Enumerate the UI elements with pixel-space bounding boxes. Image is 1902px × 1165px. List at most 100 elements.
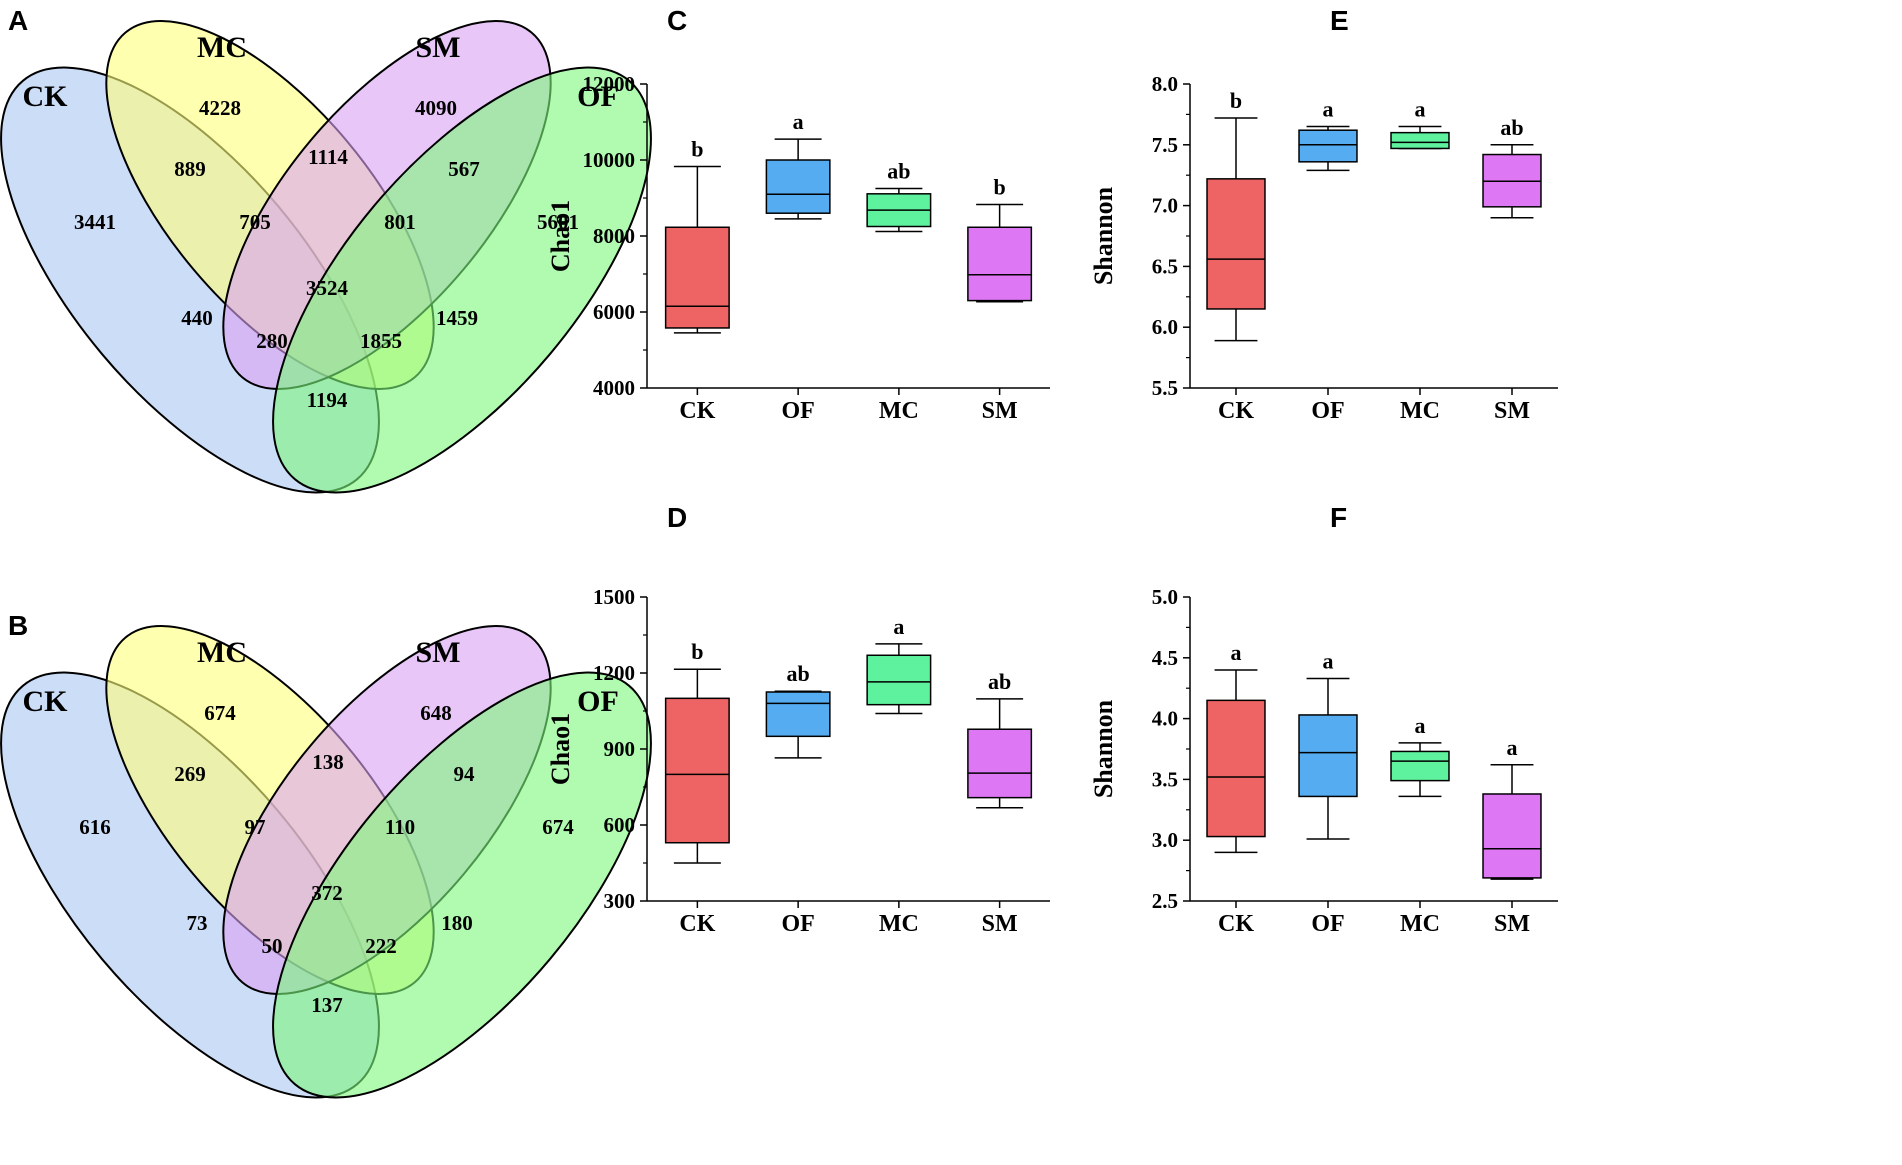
- y-axis-label: Shannon: [1089, 186, 1118, 285]
- venn-region-ck-mc-sm: 97: [245, 815, 266, 839]
- y-tick-label: 4000: [593, 376, 635, 400]
- box-body: [1390, 131, 1450, 150]
- box-of: a: [765, 109, 831, 220]
- y-tick-label: 3.0: [1152, 828, 1178, 852]
- y-tick-label: 6000: [593, 300, 635, 324]
- box-body: [664, 697, 730, 844]
- venn-region-of: 5601: [537, 210, 579, 234]
- venn-region-sm-of: 94: [454, 762, 476, 786]
- box-mc: a: [1390, 713, 1450, 798]
- box-body: [1298, 129, 1358, 163]
- box-sm: b: [967, 174, 1033, 303]
- venn-region-ck-sm: 73: [187, 911, 208, 935]
- box-of: a: [1298, 648, 1358, 840]
- boxplot-panel-e: E 5.5 6.0 6.5 7.0 7.5 8.0 Shannon b CK a OF a MC ab SM: [1089, 5, 1558, 424]
- box-ck: b: [1206, 88, 1266, 342]
- y-tick-label: 8.0: [1152, 72, 1178, 96]
- venn-region-all: 372: [311, 881, 343, 905]
- y-tick-label: 1200: [593, 661, 635, 685]
- venn-diagram-b: B CK MC SM OF 616 674 648 674 269 138 94 97 110 372 73 1…: [0, 610, 652, 1099]
- x-tick-label-ck: CK: [679, 398, 715, 424]
- significance-letter: b: [691, 639, 703, 664]
- box-mc: a: [1390, 97, 1450, 150]
- venn-region-mc: 4228: [199, 96, 241, 120]
- y-axis-label: Shannon: [1089, 699, 1118, 798]
- venn-region-ck-of: 1194: [307, 388, 348, 412]
- venn-region-ck-mc-of: 1855: [360, 329, 402, 353]
- y-tick-label: 7.0: [1152, 194, 1178, 218]
- significance-letter: a: [793, 109, 804, 134]
- box-sm: ab: [1482, 115, 1542, 219]
- venn-region-sm: 648: [420, 701, 452, 725]
- venn-ellipse-of: [272, 671, 652, 1099]
- panel-letter-b: B: [8, 610, 28, 641]
- box-body: [1298, 714, 1358, 798]
- x-tick-label-ck: CK: [679, 911, 715, 937]
- x-tick-label-of: OF: [781, 398, 814, 424]
- boxplot-panel-f: F 2.5 3.0 3.5 4.0 4.5 5.0 Shannon a CK a OF a MC a SM: [1089, 502, 1558, 937]
- venn-region-ck-sm-of: 50: [262, 934, 283, 958]
- y-tick-label: 5.0: [1152, 585, 1178, 609]
- venn-set-label-mc: MC: [197, 636, 247, 669]
- box-mc: ab: [866, 159, 932, 233]
- venn-region-ck-sm: 440: [181, 306, 213, 330]
- panel-letter-e: E: [1330, 5, 1349, 36]
- y-tick-label: 5.5: [1152, 376, 1178, 400]
- x-tick-label-ck: CK: [1218, 398, 1254, 424]
- significance-letter: b: [1230, 88, 1242, 113]
- venn-set-label-ck: CK: [23, 685, 69, 718]
- box-body: [1206, 178, 1266, 310]
- y-tick-label: 6.0: [1152, 315, 1178, 339]
- venn-region-mc: 674: [204, 701, 236, 725]
- x-tick-label-mc: MC: [1400, 398, 1440, 424]
- venn-region-ck-of: 137: [311, 993, 343, 1017]
- y-tick-label: 600: [604, 813, 636, 837]
- panel-letter-c: C: [667, 5, 687, 36]
- x-tick-label-mc: MC: [879, 911, 919, 937]
- x-tick-label-of: OF: [1311, 398, 1344, 424]
- venn-region-sm: 4090: [415, 96, 457, 120]
- x-tick-label-of: OF: [781, 911, 814, 937]
- y-axis-label: Chao1: [546, 713, 575, 785]
- significance-letter: a: [1507, 735, 1518, 760]
- venn-set-label-of: OF: [577, 80, 619, 113]
- box-ck: b: [664, 136, 730, 334]
- x-tick-label-sm: SM: [982, 398, 1018, 424]
- box-mc: a: [866, 614, 932, 715]
- box-body: [866, 654, 932, 706]
- boxplot-panel-c: C 4000 6000 8000 10000 12000 Chao1 b CK a OF ab MC b S…: [546, 5, 1050, 424]
- venn-ellipse-of: [272, 66, 652, 494]
- y-tick-label: 7.5: [1152, 133, 1178, 157]
- panel-letter-d: D: [667, 502, 687, 533]
- y-tick-label: 1500: [593, 585, 635, 609]
- significance-letter: a: [893, 614, 904, 639]
- x-tick-label-sm: SM: [982, 911, 1018, 937]
- venn-region-ck-mc: 269: [174, 762, 206, 786]
- venn-region-ck: 3441: [74, 210, 116, 234]
- venn-region-of: 674: [542, 815, 574, 839]
- box-body: [765, 159, 831, 214]
- panel-letter-f: F: [1330, 502, 1347, 533]
- significance-letter: ab: [787, 661, 810, 686]
- box-of: a: [1298, 97, 1358, 172]
- significance-letter: a: [1323, 648, 1334, 673]
- box-body: [1206, 699, 1266, 838]
- y-tick-label: 900: [604, 737, 636, 761]
- significance-letter: b: [994, 174, 1006, 199]
- x-tick-label-ck: CK: [1218, 911, 1254, 937]
- boxplot-panel-d: D 300 600 900 1200 1500 Chao1 b CK ab OF a MC ab SM: [546, 502, 1050, 937]
- y-tick-label: 300: [604, 889, 636, 913]
- venn-set-label-mc: MC: [197, 31, 247, 64]
- significance-letter: a: [1323, 97, 1334, 122]
- venn-region-mc-of: 180: [441, 911, 473, 935]
- venn-set-label-of: OF: [577, 685, 619, 718]
- significance-letter: ab: [988, 669, 1011, 694]
- significance-letter: a: [1415, 97, 1426, 122]
- box-sm: a: [1482, 735, 1542, 880]
- venn-set-label-ck: CK: [23, 80, 69, 113]
- x-tick-label-mc: MC: [879, 398, 919, 424]
- significance-letter: b: [691, 136, 703, 161]
- box-sm: ab: [967, 669, 1033, 809]
- venn-region-mc-sm-of: 110: [385, 815, 415, 839]
